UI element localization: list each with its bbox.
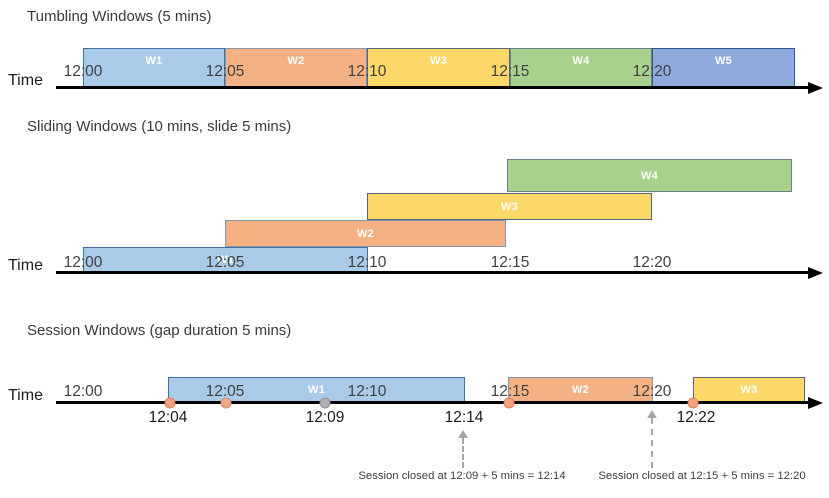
tumbling-tick-1205: 12:05 (205, 63, 245, 80)
sliding-axis-arrowhead-icon (808, 266, 823, 279)
sliding-section-title: Sliding Windows (10 mins, slide 5 mins) (27, 118, 292, 135)
tumbling-tick-1220: 12:20 (632, 63, 672, 80)
tumbling-section-title: Tumbling Windows (5 mins) (27, 8, 212, 25)
tumbling-window-w4-label: W4 (572, 55, 590, 67)
session-event-time-1222: 12:22 (676, 409, 716, 426)
sliding-tick-1210: 12:10 (347, 254, 387, 271)
session-event-dot-1205 (220, 397, 232, 409)
session-event-dot-1215 (503, 397, 515, 409)
sliding-window-w4-label: W4 (640, 169, 659, 182)
sliding-window-w3: W3 (367, 193, 652, 220)
session-tick-1200: 12:00 (63, 383, 103, 400)
session-window-w2-label: W2 (571, 384, 590, 396)
session-close-arrow-line-2 (651, 418, 653, 468)
sliding-time-axis-label: Time (8, 257, 43, 274)
session-close-annotation-2: Session closed at 12:15 + 5 mins = 12:20 (598, 470, 806, 482)
session-event-dot-1222 (687, 397, 699, 409)
sliding-window-w3-label: W3 (500, 200, 519, 213)
tumbling-axis-line (56, 86, 808, 89)
tumbling-time-axis-label: Time (8, 72, 43, 89)
sliding-window-w1: W1 (83, 247, 368, 273)
session-close-arrow-line-1 (462, 438, 464, 468)
session-window-w1-label: W1 (307, 384, 326, 396)
session-window-w2: W2 (508, 377, 653, 403)
session-tick-1210: 12:10 (347, 383, 387, 400)
tumbling-window-w1: W1 (83, 48, 225, 88)
session-axis-arrowhead-icon (808, 396, 823, 409)
tumbling-tick-1200: 12:00 (63, 63, 103, 80)
sliding-axis-line (56, 271, 808, 274)
session-tick-1205: 12:05 (205, 383, 245, 400)
session-event-time-1214: 12:14 (444, 409, 484, 426)
session-tick-1220: 12:20 (632, 383, 672, 400)
session-close-arrowhead-icon-1 (458, 430, 468, 438)
tumbling-axis-arrowhead-icon (808, 81, 823, 94)
session-section-title: Session Windows (gap duration 5 mins) (27, 322, 292, 339)
session-close-annotation-1: Session closed at 12:09 + 5 mins = 12:14 (358, 470, 566, 482)
sliding-tick-1215: 12:15 (490, 254, 530, 271)
tumbling-window-w5: W5 (652, 48, 795, 88)
sliding-tick-1220: 12:20 (632, 254, 672, 271)
session-window-w3: W3 (693, 377, 805, 403)
tumbling-window-w3: W3 (367, 48, 510, 88)
tumbling-window-w2-label: W2 (287, 55, 305, 67)
session-event-dot-1204 (164, 397, 176, 409)
tumbling-window-w1-label: W1 (145, 55, 163, 67)
sliding-window-w2-label: W2 (356, 227, 375, 240)
sliding-tick-1205: 12:05 (205, 254, 245, 271)
tumbling-tick-1210: 12:10 (347, 63, 387, 80)
tumbling-window-w4: W4 (510, 48, 652, 88)
tumbling-window-w5-label: W5 (714, 55, 733, 67)
session-event-time-1204: 12:04 (148, 409, 188, 426)
tumbling-tick-1215: 12:15 (490, 63, 530, 80)
tumbling-window-w3-label: W3 (429, 55, 448, 67)
session-close-arrowhead-icon-2 (647, 410, 657, 418)
sliding-tick-1200: 12:00 (63, 254, 103, 271)
session-window-w3-label: W3 (740, 384, 758, 396)
session-tick-1215: 12:15 (490, 383, 530, 400)
sliding-window-w4: W4 (507, 159, 792, 192)
session-event-dot-1209 (319, 397, 331, 409)
session-event-time-1209: 12:09 (305, 409, 345, 426)
session-time-axis-label: Time (8, 387, 43, 404)
sliding-window-w2: W2 (225, 220, 506, 247)
session-axis-line (56, 401, 808, 404)
sliding-window-w1-label: W1 (216, 254, 235, 266)
tumbling-window-w2: W2 (225, 48, 367, 88)
